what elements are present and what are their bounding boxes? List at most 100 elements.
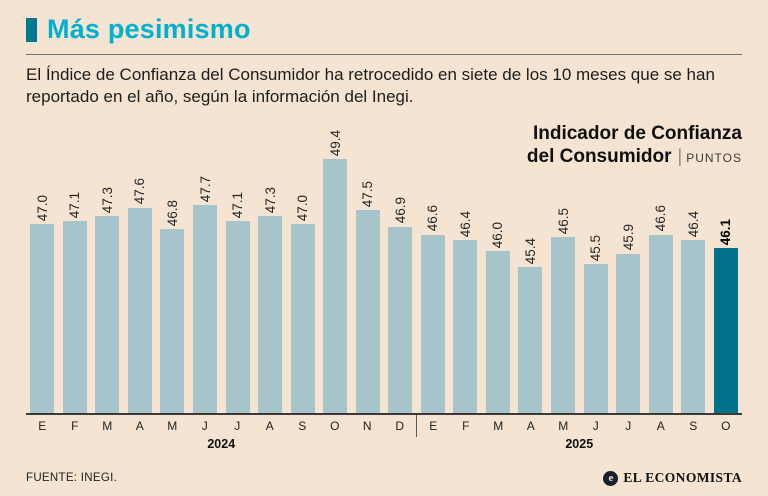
bar-slot: 45.4 [514,238,547,413]
bar [518,267,543,413]
bar-value-label: 46.6 [425,205,441,232]
bar-value-label: 47.1 [230,191,246,219]
bar-chart: Indicador de Confianza del Consumidor | PU… [26,113,742,453]
source-label: FUENTE: INEGI. [26,472,118,484]
x-axis-label: A [265,418,274,433]
bar [127,207,152,413]
bar-slot: 47.3 [254,187,287,413]
x-axis-label: J [201,418,208,433]
brand-name: EL ECONOMISTA [623,470,742,485]
bar-value-label: 47.5 [360,181,376,208]
chart-description: El Índice de Confianza del Consumidor ha… [26,65,715,107]
x-axis-label: D [395,418,405,433]
bar [95,215,120,413]
el-economista-icon: e [603,470,619,486]
bar-value-label: 47.7 [197,175,213,202]
chart-title-line2-text: del Consumidor [526,145,672,167]
chart-title: Indicador de Confianza del Consumidor | PU… [527,123,742,169]
bar-value-label: 46.8 [164,200,180,227]
x-axis-label: A [526,418,535,433]
bar-slot: 46.4 [449,211,482,413]
bar-slot: 47.0 [26,195,59,413]
x-axis-label: J [625,418,632,433]
header-divider [26,54,742,55]
brand-logo: e EL ECONOMISTA [603,470,742,486]
bar-value-label: 47.3 [99,186,115,213]
x-axis-label: A [135,418,144,433]
bar-slot: 47.1 [59,192,92,413]
bar-slot: 49.4 [319,130,352,413]
x-axis-label: N [362,418,372,433]
x-axis-label: M [493,418,504,433]
bar-slot: 46.1 [709,219,742,413]
bar [485,250,510,413]
bar-slot: 47.6 [124,178,157,413]
footer: FUENTE: INEGI. e EL ECONOMISTA [26,470,742,486]
chart-units-label: PUNTOS [686,150,742,165]
bar [355,210,380,413]
x-axis-label: J [234,418,241,433]
bar-value-label: 46.1 [718,218,734,246]
bar [258,215,283,413]
bar-slot: 45.9 [612,224,645,413]
bar [453,240,478,413]
bar-slot: 47.3 [91,187,124,413]
year-label: 2025 [565,436,594,451]
bar-value-label: 47.0 [34,194,50,221]
x-axis-label: E [416,414,450,437]
x-axis-label: M [167,418,178,433]
bar-value-label: 47.6 [132,178,148,205]
x-axis-label: E [38,418,47,433]
bars-area: 47.0 47.1 47.3 47.6 46.8 47.7 47.1 47.3 47.0 49.4… [26,113,742,413]
bar [681,240,706,413]
chart-title-line2: del Consumidor | PUNTOS [527,146,742,169]
bar-value-label: 45.9 [620,224,636,251]
bar [616,253,641,413]
bar [420,234,445,413]
bar [30,223,55,413]
x-axis-label: J [592,418,599,433]
x-axis-label: O [721,418,731,433]
header: Más pesimismo [26,14,742,45]
year-labels: 2024 2025 [26,437,742,453]
bar-value-label: 45.4 [522,237,538,265]
bar [713,248,738,413]
bar-slot: 46.8 [156,200,189,413]
bar-value-label: 49.4 [327,129,343,157]
x-axis-label: S [298,418,307,433]
x-axis-label: M [102,418,113,433]
bar-slot: 46.9 [384,197,417,413]
title-marker-icon [26,17,37,42]
chart-title-separator: | [677,145,683,166]
x-axis-label: A [656,418,665,433]
bar-slot: 46.5 [547,208,580,413]
x-axis-label: F [462,418,470,433]
bar-value-label: 47.1 [67,191,83,219]
x-axis-label: F [71,418,79,433]
chart-title-line1: Indicador de Confianza [532,122,742,144]
bar [551,237,576,413]
page-title: Más pesimismo [47,14,251,44]
x-axis-line [26,412,742,415]
bar [583,264,608,413]
bar [323,159,348,413]
year-label: 2024 [207,436,236,451]
bar [193,204,217,413]
bar-value-label: 46.6 [653,205,669,232]
x-axis-label: O [330,418,340,433]
bar-slot: 46.0 [482,222,515,413]
bar [290,223,315,413]
bar-slot: 47.7 [189,176,222,413]
bar-value-label: 46.0 [490,221,506,248]
bar-value-label: 46.4 [457,210,473,238]
bar-value-label: 45.5 [588,235,604,262]
bar-value-label: 46.5 [555,208,571,235]
bar-value-label: 46.9 [392,197,408,224]
bar-slot: 45.5 [579,235,612,413]
bar-slot: 46.6 [417,205,450,413]
bar-value-label: 47.3 [262,186,278,213]
x-axis-label: M [558,418,569,433]
bar [388,226,413,413]
